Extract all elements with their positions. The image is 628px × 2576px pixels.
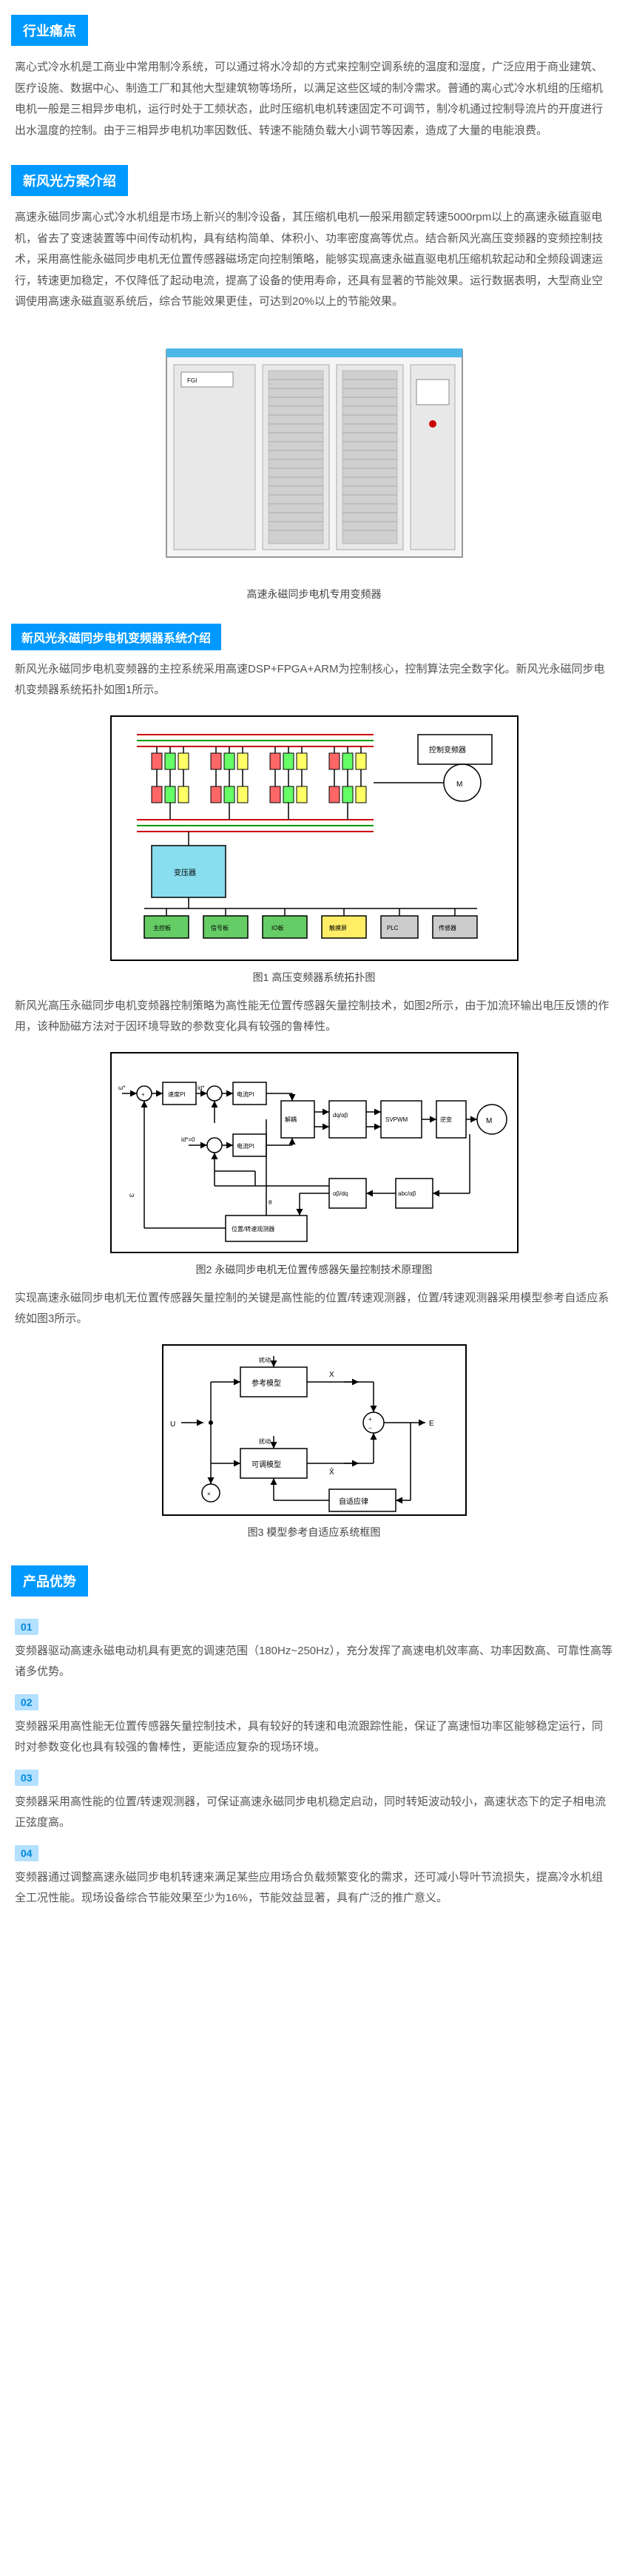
- svg-text:X̂: X̂: [329, 1466, 334, 1477]
- svg-text:αβ/dq: αβ/dq: [333, 1190, 348, 1197]
- svg-text:U: U: [170, 1420, 175, 1429]
- svg-text:逆变: 逆变: [440, 1116, 452, 1123]
- advantage-text: 变频器通过调整高速永磁同步电机转速来满足某些应用场合负载频繁变化的需求，还可减小…: [0, 1867, 628, 1909]
- svg-text:自适应律: 自适应律: [339, 1497, 368, 1506]
- advantage-text: 变频器驱动高速永磁电动机具有更宽的调速范围（180Hz~250Hz），充分发挥了…: [0, 1641, 628, 1683]
- svg-text:FGI: FGI: [187, 377, 197, 384]
- svg-text:变压器: 变压器: [174, 868, 196, 877]
- svg-text:电流PI: 电流PI: [237, 1090, 254, 1098]
- solution-body: 高速永磁同步离心式冷水机组是市场上新兴的制冷设备，其压缩机电机一般采用额定转速5…: [0, 207, 628, 313]
- svg-text:+: +: [368, 1416, 372, 1423]
- svg-text:θ: θ: [269, 1199, 272, 1206]
- figure1-caption: 图1 高压变频器系统拓扑图: [0, 970, 628, 985]
- svg-text:iq*: iq*: [197, 1085, 204, 1091]
- product-caption: 高速永磁同步电机专用变频器: [0, 587, 628, 601]
- figure3-mras: U 参考模型 扰动 可调模型 扰动 X X̂ + − E 自: [159, 1341, 470, 1519]
- advantage-item: 03 变频器采用高性能的位置/转速观测器，可保证高速永磁同步电机稳定启动，同时转…: [0, 1759, 628, 1834]
- figure3-caption: 图3 模型参考自适应系统框图: [0, 1525, 628, 1540]
- advantage-item: 02 变频器采用高性能无位置传感器矢量控制技术，具有较好的转速和电流跟踪性能，保…: [0, 1683, 628, 1759]
- svg-text:控制变频器: 控制变频器: [429, 745, 466, 755]
- section-subheader-system: 新风光永磁同步电机变频器系统介绍: [11, 624, 221, 650]
- svg-text:电流PI: 电流PI: [237, 1142, 254, 1150]
- advantage-number: 04: [15, 1845, 38, 1861]
- svg-text:+: +: [141, 1091, 145, 1098]
- advantage-item: 01 变频器驱动高速永磁电动机具有更宽的调速范围（180Hz~250Hz），充分…: [0, 1608, 628, 1683]
- svg-text:扰动: 扰动: [259, 1437, 271, 1445]
- svg-text:信号板: 信号板: [211, 924, 229, 931]
- para-after-fig2: 实现高速永磁同步电机无位置传感器矢量控制的关键是高性能的位置/转速观测器，位置/…: [0, 1288, 628, 1330]
- svg-text:传感器: 传感器: [439, 924, 456, 931]
- svg-text:M: M: [456, 780, 462, 789]
- pain-points-body: 离心式冷水机是工商业中常用制冷系统，可以通过将水冷却的方式来控制空调系统的温度和…: [0, 57, 628, 141]
- svg-text:IO板: IO板: [271, 924, 283, 931]
- svg-text:主控板: 主控板: [153, 924, 171, 931]
- section-header-solution: 新风光方案介绍: [11, 165, 128, 196]
- svg-text:dq/αβ: dq/αβ: [333, 1112, 348, 1119]
- svg-text:×: ×: [207, 1491, 211, 1497]
- figure1-topology: 变压器 M 控制变频器 主控板 信号板 IO板 触摸屏 PLC 传感器: [107, 712, 521, 964]
- section-header-advantages: 产品优势: [11, 1565, 88, 1596]
- svg-text:SVPWM: SVPWM: [385, 1116, 408, 1123]
- advantage-text: 变频器采用高性能无位置传感器矢量控制技术，具有较好的转速和电流跟踪性能，保证了高…: [0, 1716, 628, 1759]
- svg-text:−: −: [368, 1425, 372, 1432]
- advantage-number: 02: [15, 1694, 38, 1710]
- svg-text:触摸屏: 触摸屏: [329, 924, 347, 931]
- system-intro-body: 新风光永磁同步电机变频器的主控系统采用高速DSP+FPGA+ARM为控制核心，控…: [0, 659, 628, 701]
- svg-text:ω*: ω*: [118, 1085, 125, 1091]
- svg-text:E: E: [429, 1420, 434, 1428]
- svg-text:id*=0: id*=0: [181, 1136, 195, 1143]
- figure2-vector-control: + ω* 速度PI iq* 电流PI id*=0 电流PI 解耦 dq/αβ: [107, 1049, 521, 1256]
- svg-text:扰动: 扰动: [259, 1356, 271, 1363]
- advantage-number: 01: [15, 1619, 38, 1635]
- svg-text:可调模型: 可调模型: [251, 1460, 281, 1469]
- svg-text:位置/转速观测器: 位置/转速观测器: [232, 1225, 274, 1233]
- figure2-caption: 图2 永磁同步电机无位置传感器矢量控制技术原理图: [0, 1262, 628, 1277]
- svg-text:PLC: PLC: [387, 925, 399, 931]
- product-cabinet-image: FGI: [137, 328, 492, 579]
- para-after-fig1: 新风光高压永磁同步电机变频器控制策略为高性能无位置传感器矢量控制技术，如图2所示…: [0, 996, 628, 1038]
- svg-text:解耦: 解耦: [285, 1116, 297, 1123]
- svg-text:X: X: [329, 1371, 334, 1379]
- svg-text:ω: ω: [129, 1192, 134, 1198]
- section-header-pain-points: 行业痛点: [11, 15, 88, 46]
- svg-text:参考模型: 参考模型: [251, 1378, 281, 1388]
- svg-text:abc/αβ: abc/αβ: [398, 1190, 416, 1197]
- advantage-number: 03: [15, 1770, 38, 1786]
- svg-text:速度PI: 速度PI: [168, 1090, 186, 1098]
- advantage-text: 变频器采用高性能的位置/转速观测器，可保证高速永磁同步电机稳定启动，同时转矩波动…: [0, 1792, 628, 1834]
- advantage-item: 04 变频器通过调整高速永磁同步电机转速来满足某些应用场合负载频繁变化的需求，还…: [0, 1834, 628, 1909]
- svg-text:M: M: [486, 1117, 492, 1125]
